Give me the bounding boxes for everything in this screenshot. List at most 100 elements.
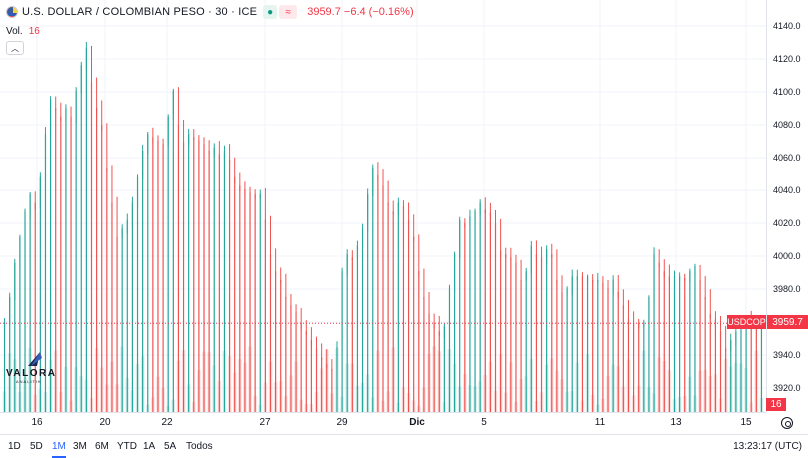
timeframe-button-6m[interactable]: 6M (95, 441, 109, 452)
candle (464, 223, 466, 412)
candle (428, 314, 430, 412)
candle (121, 228, 123, 412)
time-tick: 22 (161, 417, 173, 428)
candle (228, 159, 231, 412)
symbol-title[interactable]: U.S. DOLLAR / COLOMBIAN PESO · 30 · ICE (22, 6, 258, 18)
candle (351, 257, 353, 412)
settings-icon[interactable] (781, 417, 793, 429)
candle (648, 296, 650, 412)
clock[interactable]: 13:23:17 (UTC) (733, 441, 802, 452)
candle (453, 254, 456, 412)
candle (14, 262, 16, 412)
time-tick: 13 (670, 417, 682, 428)
logo-subtext: ANALITIK (16, 379, 42, 384)
candle (622, 305, 624, 412)
data-mode-icon[interactable]: ≈ (279, 5, 298, 19)
price-chart[interactable] (0, 0, 766, 412)
candle (484, 209, 486, 412)
candle (223, 151, 226, 412)
candle (653, 254, 655, 412)
candle (367, 193, 369, 412)
candle (735, 331, 737, 412)
timeframe-button-5a[interactable]: 5A (164, 441, 177, 452)
time-tick: 16 (31, 417, 43, 428)
chevron-up-icon: ︿ (11, 43, 19, 53)
time-tick: Dic (409, 417, 425, 428)
timeframe-button-3m[interactable]: 3M (73, 441, 87, 452)
candle (607, 288, 609, 412)
candle (188, 133, 190, 412)
price-tick: 4040.0 (773, 185, 801, 195)
candle (218, 154, 220, 412)
candle (152, 137, 154, 412)
candle (244, 188, 246, 412)
candle (561, 291, 563, 412)
time-axis[interactable]: 16 20 22 27 29 Dic 5 11 13 15 (0, 412, 766, 434)
price-tick: 4100.0 (773, 87, 801, 97)
candle (576, 276, 578, 412)
candle (106, 168, 108, 412)
candle (602, 283, 604, 412)
time-tick: 15 (740, 417, 752, 428)
candle (413, 236, 415, 412)
timeframe-button-1d[interactable]: 1D (8, 441, 21, 452)
candle (725, 348, 727, 412)
candle (760, 323, 763, 412)
candle (126, 219, 128, 412)
candle (96, 108, 98, 412)
candle (540, 257, 543, 412)
candle (254, 193, 256, 412)
candle (566, 288, 568, 412)
candle (714, 319, 717, 412)
timeframe-button-ytd[interactable]: YTD (117, 441, 137, 452)
candle (34, 202, 36, 412)
candle (142, 151, 144, 412)
timeframe-button-5d[interactable]: 5D (30, 441, 43, 452)
candle (632, 322, 635, 412)
candle (326, 363, 328, 412)
candle (193, 137, 195, 412)
candle (658, 262, 660, 412)
chart-area[interactable]: U.S. DOLLAR / COLOMBIAN PESO · 30 · ICE … (0, 0, 766, 412)
candle (269, 254, 272, 412)
candle (295, 312, 297, 412)
logo-mark-icon (28, 352, 42, 366)
volume-legend: Vol. 16 (6, 26, 40, 37)
valora-logo: VALORA ANALITIK (6, 350, 64, 384)
candle (663, 271, 665, 412)
candle (448, 288, 451, 412)
candle (694, 266, 696, 412)
candle (239, 185, 241, 412)
candle (198, 140, 200, 412)
candle (423, 296, 425, 412)
candle (285, 296, 287, 412)
timeframe-button-1a[interactable]: 1A (143, 441, 156, 452)
price-axis[interactable]: 4140.0 4120.0 4100.0 4080.0 4060.0 4040.0 4020… (766, 0, 808, 412)
time-tick: 29 (336, 417, 348, 428)
candle (259, 193, 261, 412)
price-tick: 4000.0 (773, 251, 801, 261)
candle (617, 291, 619, 412)
candle (75, 90, 77, 412)
candle (397, 202, 399, 412)
timeframe-button-todos[interactable]: Todos (186, 441, 213, 452)
candle (474, 211, 476, 412)
candle (643, 322, 645, 412)
candle (505, 254, 507, 412)
candle (85, 48, 87, 412)
price-tick: 3940.0 (773, 350, 801, 360)
candle (387, 202, 389, 412)
timeframe-button-1m[interactable]: 1M (52, 441, 66, 458)
candle (65, 108, 67, 412)
candle (101, 125, 103, 412)
candle (673, 276, 676, 412)
candle (377, 175, 379, 412)
collapse-legend-button[interactable]: ︿ (6, 41, 24, 55)
bottom-toolbar: 1D 5D 1M 3M 6M YTD 1A 5A Todos 13:23:17 (UTC) (0, 434, 808, 458)
candle (515, 262, 517, 412)
candle (182, 142, 185, 412)
candle (9, 296, 11, 412)
candle (689, 271, 691, 412)
market-status-icon[interactable]: ● (263, 5, 278, 19)
candle (136, 176, 139, 412)
